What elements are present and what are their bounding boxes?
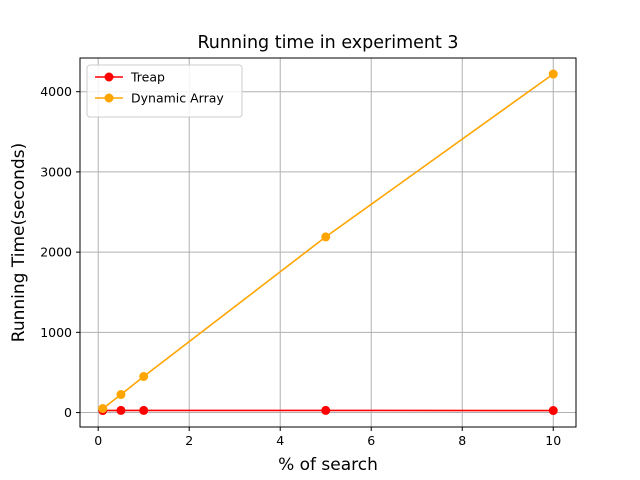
- y-tick-label: 1000: [40, 325, 72, 340]
- legend-entry-dynamic-array: Dynamic Array: [95, 91, 224, 106]
- x-tick-label: 0: [94, 433, 102, 448]
- series-dynamic-array: [98, 69, 558, 414]
- series-layer: [98, 69, 558, 416]
- x-tick-label: 8: [458, 433, 466, 448]
- x-axis-title: % of search: [278, 455, 378, 475]
- data-point-treap: [548, 406, 558, 416]
- data-point-dynamic-array: [548, 69, 558, 79]
- data-point-dynamic-array: [321, 232, 331, 242]
- data-point-dynamic-array: [98, 404, 108, 414]
- x-tick-label: 6: [367, 433, 375, 448]
- data-point-treap: [139, 405, 149, 415]
- data-point-dynamic-array: [116, 390, 126, 400]
- legend-label: Dynamic Array: [131, 91, 224, 106]
- legend-swatch-marker: [104, 72, 114, 82]
- x-tick-label: 10: [545, 433, 561, 448]
- axis-ticks: 0 2 4 6 8 10 0 1000 2000 3000 4000: [40, 84, 561, 448]
- y-axis-title: Running Time(seconds): [9, 143, 29, 342]
- y-tick-label: 4000: [40, 84, 72, 99]
- legend-box: [86, 64, 243, 118]
- legend-entry-treap: Treap: [95, 70, 165, 85]
- data-point-dynamic-array: [139, 371, 149, 381]
- legend-swatch-marker: [104, 93, 114, 103]
- legend: Treap Dynamic Array: [86, 64, 243, 118]
- plot-area-frame: [79, 57, 577, 428]
- y-tick-label: 2000: [40, 245, 72, 260]
- data-point-treap: [116, 405, 126, 415]
- y-tick-label: 0: [64, 405, 72, 420]
- y-tick-label: 3000: [40, 164, 72, 179]
- x-tick-label: 4: [276, 433, 284, 448]
- series-treap: [98, 405, 558, 416]
- chart-title: Running time in experiment 3: [197, 33, 458, 53]
- data-point-treap: [321, 405, 331, 415]
- grid: [80, 58, 576, 427]
- x-tick-label: 2: [185, 433, 193, 448]
- legend-label: Treap: [130, 70, 165, 85]
